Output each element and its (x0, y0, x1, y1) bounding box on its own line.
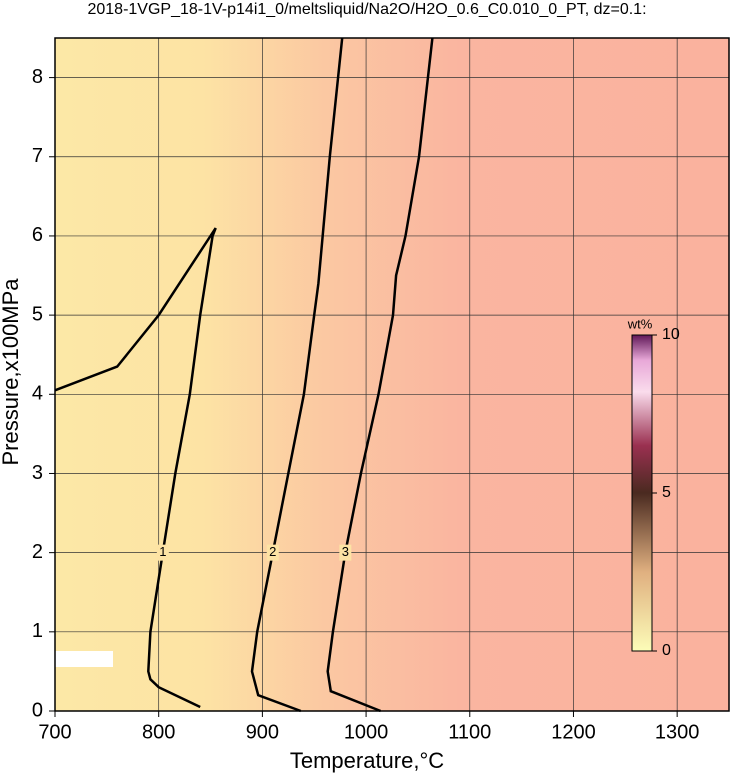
plot-frame (54, 37, 730, 712)
chart-title: 2018-1VGP_18-1V-p14i1_0/meltsliquid/Na2O… (87, 1, 646, 18)
contour-label: 3 (342, 544, 349, 559)
contour-line (326, 37, 434, 713)
plot-background (55, 38, 729, 711)
colorbar: wt% 0 5 10 (627, 316, 680, 659)
contour-label-bg (156, 544, 169, 561)
colorbar-tick-label: 5 (662, 484, 671, 501)
x-tick-label: 700 (38, 721, 71, 743)
contour-line (54, 227, 217, 709)
x-tick-label: 1000 (344, 721, 389, 743)
colorbar-ramp (631, 334, 653, 652)
y-tick-label: 2 (32, 541, 43, 563)
x-tick-label: 800 (142, 721, 175, 743)
y-tick-label: 4 (32, 383, 43, 405)
y-tick-label: 1 (32, 620, 43, 642)
x-tick-label: 1300 (655, 721, 700, 743)
x-axis-label: Temperature,°C (290, 748, 444, 773)
y-tick-label: 3 (32, 462, 43, 484)
x-tick-label: 1100 (448, 721, 491, 743)
contour-label-bg (339, 544, 352, 561)
y-tick-label: 5 (32, 303, 43, 325)
y-axis-label: Pressure,x100MPa (0, 278, 23, 466)
contour-line (250, 37, 344, 713)
blank-patch (55, 651, 113, 667)
x-tick-label: 900 (246, 721, 279, 743)
colorbar-tick-label: 0 (662, 642, 671, 659)
contour-label: 2 (269, 544, 276, 559)
y-tick-label: 0 (32, 699, 43, 721)
y-tick-label: 6 (32, 224, 43, 246)
colorbar-label: wt% (627, 316, 653, 331)
contour-label-bg (266, 544, 279, 561)
y-tick-label: 7 (32, 145, 43, 167)
contours: 1 2 3 (54, 37, 434, 713)
y-tick-label: 8 (32, 66, 43, 88)
x-tick-label: 1200 (551, 721, 596, 743)
contour-label: 1 (159, 544, 166, 559)
colorbar-tick-label: 10 (662, 326, 680, 343)
